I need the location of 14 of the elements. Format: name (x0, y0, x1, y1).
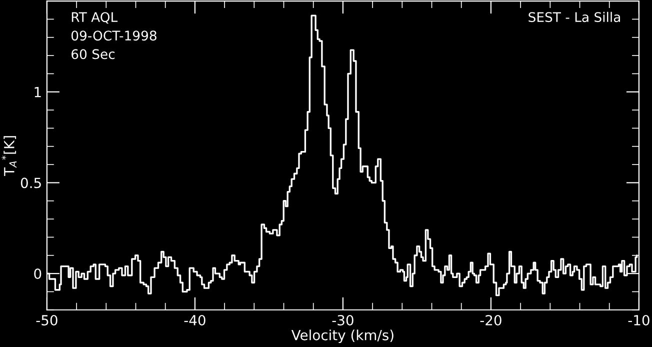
annotation: SEST - La Silla (528, 12, 620, 22)
x-tick-label: -20 (480, 314, 502, 326)
y-axis-title: T$_{A}$$^{*}$[K] (2, 136, 16, 176)
x-tick-label: -50 (36, 314, 58, 326)
x-tick-label: -40 (184, 314, 206, 326)
annotation: 60 Sec (72, 49, 115, 60)
y-tick-label: 0.5 (20, 178, 41, 188)
x-tick-label: -10 (628, 314, 650, 326)
y-tick-label: 0 (34, 268, 42, 280)
annotation: RT AQL (72, 12, 118, 24)
x-axis-title: Velocity (km/s) (291, 330, 394, 344)
x-tick-label: -30 (332, 314, 354, 326)
y-tick-label: 1 (34, 87, 41, 98)
annotation: 09-OCT-1998 (71, 30, 156, 41)
